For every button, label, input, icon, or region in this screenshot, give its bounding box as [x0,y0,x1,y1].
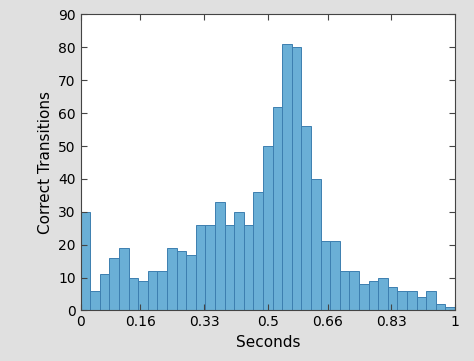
Bar [186,255,196,310]
Bar [215,202,225,310]
Bar [263,146,273,310]
Bar [426,291,436,310]
Bar [254,192,263,310]
Bar [109,258,119,310]
Bar [119,248,128,310]
Bar [273,106,282,310]
Bar [225,225,234,310]
Bar [349,271,359,310]
Bar [301,126,311,310]
Bar [446,307,455,310]
Bar [177,251,186,310]
Bar [417,297,426,310]
Bar [244,225,254,310]
Bar [148,271,157,310]
Bar [292,47,301,310]
Y-axis label: Correct Transitions: Correct Transitions [37,91,53,234]
Bar [378,278,388,310]
Bar [369,281,378,310]
Bar [311,179,320,310]
Bar [157,271,167,310]
Bar [282,44,292,310]
Bar [90,291,100,310]
Bar [234,212,244,310]
Bar [340,271,349,310]
X-axis label: Seconds: Seconds [236,335,300,350]
Bar [407,291,417,310]
Bar [388,287,397,310]
Bar [81,212,90,310]
Bar [330,242,340,310]
Bar [100,274,109,310]
Bar [436,304,446,310]
Bar [128,278,138,310]
Bar [320,242,330,310]
Bar [205,225,215,310]
Bar [359,284,369,310]
Bar [196,225,205,310]
Bar [397,291,407,310]
Bar [167,248,177,310]
Bar [138,281,148,310]
